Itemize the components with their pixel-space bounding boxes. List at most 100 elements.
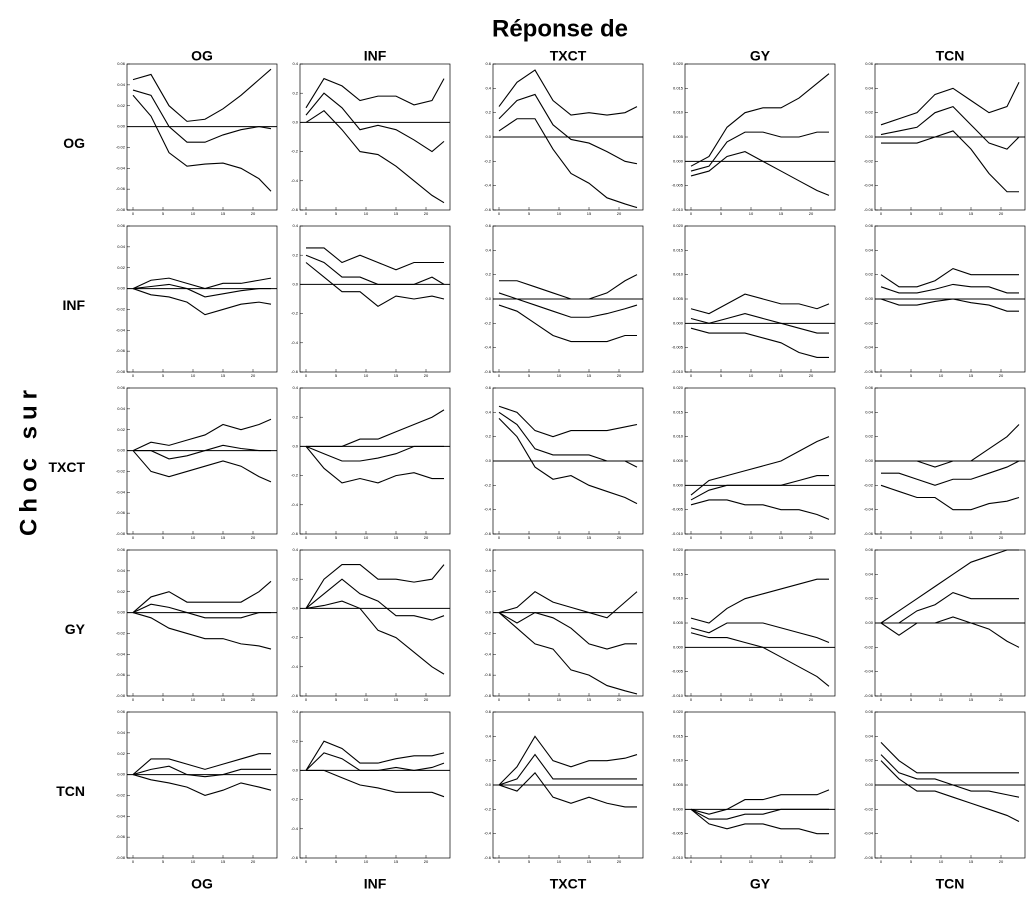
y-tick-label: 0.02 — [117, 265, 126, 270]
y-tick-label: -0.4 — [291, 826, 299, 831]
response-line — [132, 450, 272, 483]
y-tick-label: 0.0 — [485, 134, 491, 139]
y-tick-label: 0.6 — [485, 709, 491, 714]
x-tick-label: 20 — [424, 211, 429, 216]
y-tick-label: -0.6 — [484, 672, 492, 677]
x-tick-label: 20 — [424, 373, 429, 378]
response-line — [498, 612, 638, 695]
response-line — [305, 254, 445, 285]
y-tick-label: 0.2 — [485, 758, 491, 763]
y-tick-label: -0.005 — [672, 669, 684, 674]
y-tick-label: 0.04 — [117, 82, 126, 87]
y-tick-label: 0.0 — [292, 281, 298, 286]
y-tick-label: -0.04 — [116, 651, 126, 656]
response-line — [133, 444, 271, 460]
y-tick-label: -0.6 — [291, 531, 299, 536]
y-tick-label: 0.00 — [865, 458, 874, 463]
y-tick-label: -0.06 — [116, 186, 126, 191]
x-tick-label: 0 — [690, 211, 693, 216]
y-tick-label: -0.005 — [672, 345, 684, 350]
y-tick-label: 0.0 — [485, 610, 491, 615]
x-tick-label: 0 — [880, 859, 883, 864]
plot-frame — [126, 63, 278, 211]
x-tick-label: 15 — [969, 535, 974, 540]
x-tick-label: 5 — [162, 373, 165, 378]
y-tick-label: 0.2 — [485, 272, 491, 277]
x-tick-label: 15 — [221, 535, 226, 540]
y-tick-label: -0.02 — [864, 482, 874, 487]
response-line — [132, 753, 271, 775]
plot-frame — [299, 225, 451, 373]
response-line — [498, 591, 638, 619]
x-tick-label: 20 — [617, 373, 622, 378]
response-line — [306, 247, 444, 271]
y-tick-label: 0.6 — [485, 223, 491, 228]
response-line — [690, 808, 829, 820]
row-label: TXCT — [48, 459, 85, 475]
response-line — [305, 564, 445, 609]
y-tick-label: -0.010 — [672, 693, 684, 698]
y-tick-label: -0.010 — [672, 207, 684, 212]
response-line — [498, 611, 637, 650]
x-tick-label: 5 — [910, 211, 913, 216]
y-tick-label: -0.4 — [291, 340, 299, 345]
x-tick-label: 0 — [305, 211, 308, 216]
y-tick-label: -0.6 — [291, 693, 299, 698]
y-tick-label: 0.04 — [865, 247, 874, 252]
x-tick-label: 0 — [880, 373, 883, 378]
plot-frame — [126, 387, 278, 535]
x-tick-label: 15 — [587, 373, 592, 378]
y-tick-label: 0.06 — [117, 709, 126, 714]
x-tick-label: 15 — [969, 697, 974, 702]
x-tick-label: 0 — [132, 211, 135, 216]
x-tick-label: 15 — [221, 697, 226, 702]
response-line — [690, 436, 830, 496]
x-tick-label: 15 — [394, 211, 399, 216]
plot-frame — [299, 549, 451, 697]
y-tick-label: 0.02 — [117, 589, 126, 594]
y-tick-label: 0.06 — [117, 61, 126, 66]
y-tick-label: -0.6 — [484, 531, 492, 536]
response-line — [132, 288, 272, 316]
response-line — [690, 622, 830, 643]
x-tick-label: 5 — [910, 373, 913, 378]
response-line — [498, 753, 637, 786]
y-tick-label: 0.4 — [292, 223, 298, 228]
y-tick-label: -0.04 — [864, 831, 874, 836]
response-line — [880, 298, 1019, 312]
x-tick-label: 10 — [191, 859, 196, 864]
y-tick-label: 0.02 — [865, 272, 874, 277]
x-tick-label: 20 — [809, 697, 814, 702]
y-tick-label: 0.00 — [117, 448, 126, 453]
x-tick-label: 10 — [557, 535, 562, 540]
x-tick-label: 5 — [162, 697, 165, 702]
x-tick-label: 20 — [251, 859, 256, 864]
response-line — [690, 578, 829, 624]
x-tick-label: 15 — [969, 211, 974, 216]
x-tick-label: 20 — [424, 697, 429, 702]
y-tick-label: 0.0 — [485, 296, 491, 301]
y-tick-label: 0.0 — [292, 119, 298, 124]
x-tick-label: 5 — [528, 697, 531, 702]
response-line — [690, 73, 830, 167]
x-tick-label: 15 — [587, 859, 592, 864]
y-tick-label: 0.010 — [673, 272, 684, 277]
y-tick-label: 0.06 — [117, 547, 126, 552]
x-tick-label: 5 — [720, 373, 723, 378]
response-line — [690, 632, 830, 687]
x-tick-label: 15 — [587, 211, 592, 216]
plot-frame — [299, 387, 451, 535]
y-tick-label: 0.005 — [673, 620, 684, 625]
plot-frame — [684, 711, 836, 859]
y-tick-label: -0.06 — [864, 369, 874, 374]
y-tick-label: 0.4 — [485, 568, 491, 573]
y-tick-label: -0.02 — [116, 144, 126, 149]
response-line — [305, 77, 445, 109]
x-tick-label: 20 — [251, 535, 256, 540]
y-tick-label: -0.005 — [672, 831, 684, 836]
y-tick-label: 0.06 — [117, 385, 126, 390]
x-tick-label: 20 — [999, 859, 1004, 864]
y-tick-label: -0.08 — [116, 207, 126, 212]
y-tick-label: 0.00 — [865, 620, 874, 625]
x-tick-label: 20 — [251, 211, 256, 216]
